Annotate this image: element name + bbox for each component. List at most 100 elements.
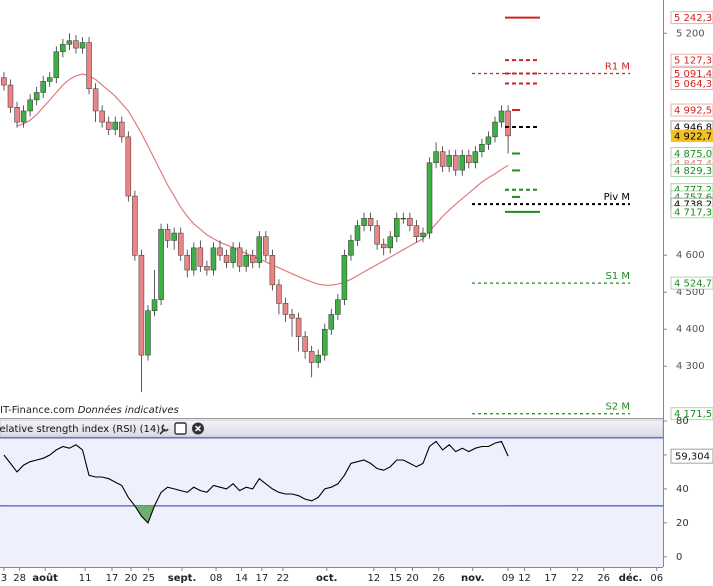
candle-body: [138, 254, 145, 356]
candle-body: [47, 77, 53, 82]
candle-body: [177, 232, 184, 256]
candle-body: [40, 81, 46, 93]
pivot-level-label: S2 M: [605, 402, 630, 413]
x-tick-label: 17: [106, 573, 119, 584]
candle-body: [328, 314, 335, 330]
price-label: 4 524,7: [674, 279, 712, 290]
candle-body: [308, 351, 315, 363]
candle-body: [105, 121, 112, 130]
candle-body: [439, 151, 446, 167]
maximize-icon[interactable]: [174, 422, 187, 435]
price-label: 5 242,3: [674, 13, 712, 24]
candle-body: [171, 232, 177, 241]
settings-icon[interactable]: [159, 424, 169, 435]
price-label: 4 922,7: [674, 131, 712, 142]
x-tick-label: 15: [389, 573, 402, 584]
price-panel: R1 M Piv M S1 M S2 M: [1, 16, 630, 415]
y-tick-label: 4 400: [676, 324, 705, 335]
candle-body: [335, 299, 341, 315]
x-tick-label: sept.: [168, 573, 196, 584]
price-label-box: [670, 129, 713, 143]
price-label: 4 829,3: [674, 166, 712, 177]
candle-body: [367, 217, 374, 226]
candle-body: [145, 310, 151, 356]
y-tick-label: 20: [676, 518, 689, 529]
candle-body: [452, 155, 459, 171]
price-label-box: [670, 164, 713, 177]
note: Données indicatives: [78, 404, 179, 416]
price-label: 5 127,3: [674, 56, 712, 67]
candle-body: [164, 229, 171, 241]
candle-body: [407, 217, 413, 226]
candle-body: [479, 144, 485, 152]
candle-body: [79, 42, 86, 49]
watermark: IT-Finance.com Données indicatives: [0, 404, 179, 416]
candle-body: [1, 77, 7, 86]
price-label: 4 717,3: [674, 207, 712, 218]
candle-body: [341, 254, 348, 300]
source: IT-Finance.com: [0, 405, 75, 416]
price-label-box: [670, 53, 713, 67]
pivot-level-label: S1 M: [605, 271, 630, 282]
candle-body: [125, 136, 132, 197]
candle-body: [236, 247, 243, 267]
price-label-box: [670, 77, 713, 90]
candle-body: [86, 42, 92, 90]
y-tick-label: 4 500: [676, 287, 705, 298]
candle-body: [53, 51, 60, 78]
candle-body: [485, 136, 492, 145]
candle-body: [20, 110, 27, 123]
x-tick-label: oct.: [316, 573, 337, 584]
candle-body: [99, 110, 105, 123]
candle-body: [14, 107, 20, 123]
price-label: 4 992,5: [674, 106, 712, 117]
x-tick-label: 08: [210, 573, 223, 584]
candle-body: [191, 247, 197, 271]
price-label-box: [670, 205, 713, 219]
candle-body: [256, 236, 263, 263]
right-axis-area: [663, 0, 713, 586]
candle-body: [361, 217, 367, 226]
candle-body: [282, 303, 289, 315]
x-tick-label: 11: [79, 573, 92, 584]
y-tick-label: 0: [676, 552, 682, 563]
candle-body: [276, 284, 282, 304]
x-tick-label: déc.: [619, 572, 643, 584]
candle-body: [387, 236, 393, 249]
x-tick-label: août: [32, 572, 58, 584]
candle-body: [426, 162, 433, 234]
candle-body: [492, 121, 498, 138]
candle-body: [289, 314, 295, 319]
rsi-value-label: 59,304: [675, 452, 710, 463]
candle-body: [472, 151, 479, 164]
x-tick-label: 20: [125, 573, 138, 584]
candle-body: [112, 121, 118, 130]
moving-average: [16, 73, 509, 286]
y-tick-label: 5 200: [676, 28, 705, 39]
candle-body: [197, 247, 204, 267]
candle-body: [302, 336, 308, 352]
candle-body: [322, 328, 328, 356]
price-label: 4 738,2: [674, 200, 712, 211]
x-tick-label: 17: [544, 573, 557, 584]
candle-body: [348, 240, 354, 256]
candle-body: [210, 247, 217, 271]
axes: 5 200 4 600 4 500 4 400 4 300 5 242,3 5 127,3 5…: [1, 11, 713, 584]
price-label: 5 064,3: [674, 79, 712, 90]
y-tick-label: 4 300: [676, 361, 705, 372]
price-label-box: [670, 407, 713, 421]
rsi-panel: [0, 437, 663, 567]
close-icon[interactable]: [192, 422, 204, 435]
candle-body: [315, 354, 321, 363]
candle-body: [119, 121, 125, 138]
candle-body: [33, 92, 40, 101]
candle-body: [466, 155, 472, 164]
candle-body: [505, 110, 511, 137]
candle-body: [400, 217, 407, 220]
y-tick-label: 80: [676, 416, 689, 427]
pivot-level-label: R1 M: [605, 61, 630, 72]
candle-body: [151, 299, 158, 311]
price-label: 4 757,6: [674, 192, 712, 203]
candle-body: [60, 44, 66, 53]
candle-body: [498, 110, 505, 123]
